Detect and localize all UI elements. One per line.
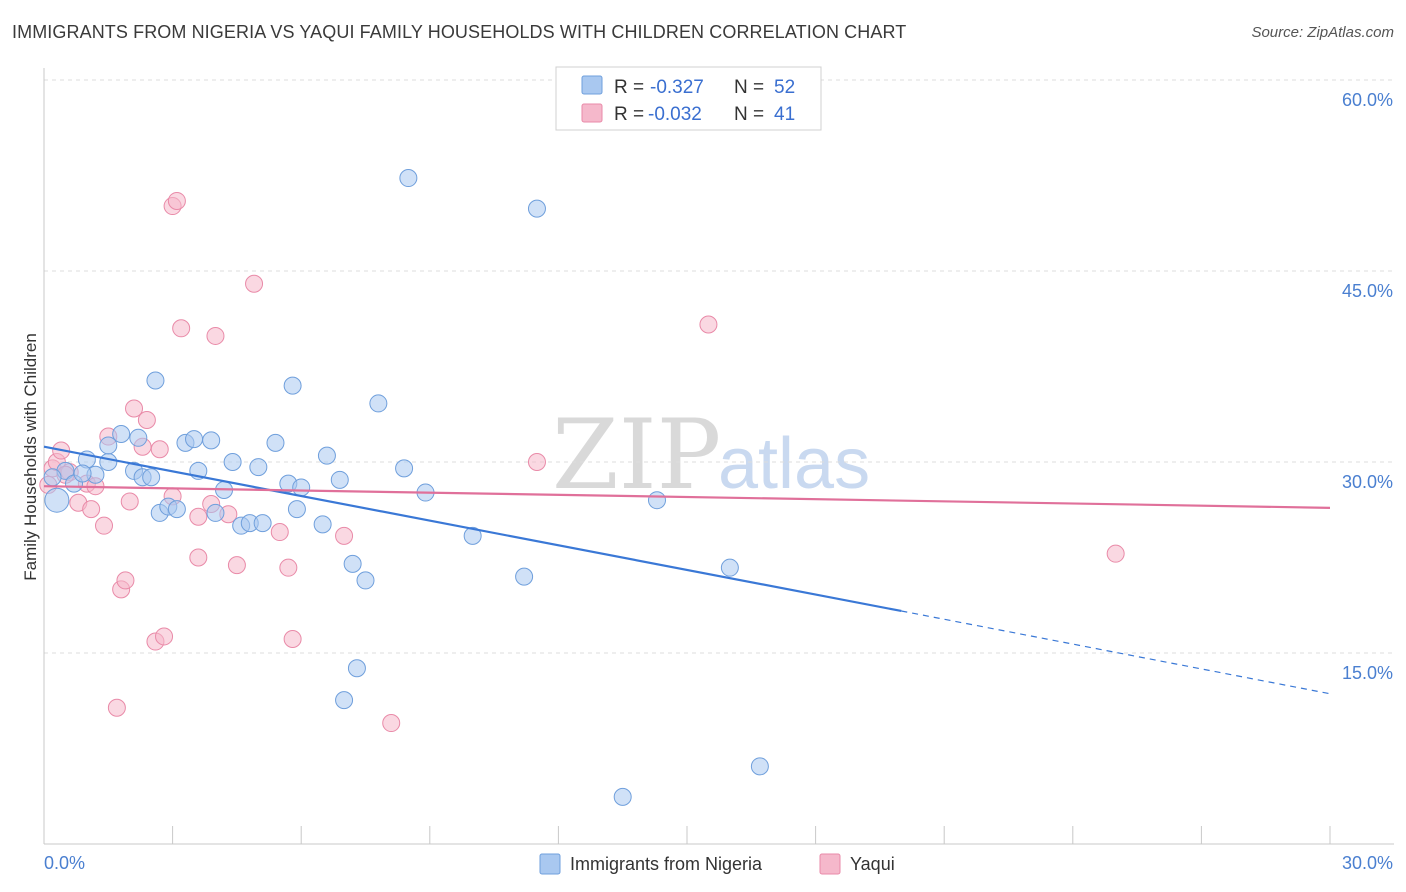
yaqui-point — [150, 440, 169, 459]
nigeria-point — [335, 691, 354, 710]
x-tick-labels: 0.0% 30.0% — [44, 853, 1393, 873]
nigeria-point — [202, 431, 221, 450]
chart-title: IMMIGRANTS FROM NIGERIA VS YAQUI FAMILY … — [12, 22, 907, 42]
yaqui-trend-line — [43, 485, 1331, 509]
nigeria-point — [283, 376, 302, 395]
watermark-atlas: atlas — [718, 424, 870, 504]
nigeria-point — [750, 757, 769, 776]
nigeria-trend-extension — [901, 610, 1331, 695]
yaqui-point — [155, 627, 174, 646]
nigeria-point — [112, 424, 131, 443]
nigeria-point — [223, 453, 242, 471]
y-tick-labels: 15.0% 30.0% 45.0% 60.0% — [1342, 90, 1393, 683]
yaqui-point — [279, 558, 298, 577]
yaqui-point — [270, 523, 289, 542]
nigeria-point — [395, 459, 414, 478]
yaqui-point — [1106, 544, 1125, 563]
bottom-legend-label-yaqui: Yaqui — [850, 854, 895, 874]
yaqui-point — [189, 507, 208, 526]
nigeria-point — [99, 436, 118, 455]
nigeria-trend-line — [43, 445, 902, 613]
yaqui-point — [283, 629, 302, 648]
legend-r-label-2: R = — [614, 104, 644, 125]
nigeria-point — [292, 478, 311, 497]
nigeria-point — [515, 567, 534, 586]
legend-n-value-1: 52 — [774, 77, 795, 98]
nigeria-point — [185, 430, 204, 449]
axes — [43, 68, 1394, 845]
nigeria-point — [249, 458, 268, 477]
bottom-legend-label-nigeria: Immigrants from Nigeria — [570, 854, 763, 874]
nigeria-point — [527, 199, 546, 218]
nigeria-point — [347, 659, 366, 678]
yaqui-point — [107, 698, 126, 717]
yaqui-point — [116, 571, 135, 590]
yaqui-point — [382, 714, 401, 733]
yaqui-point — [335, 526, 354, 545]
series-yaqui-points — [39, 191, 1125, 733]
y-tick-label: 15.0% — [1342, 663, 1393, 683]
legend-swatch-pink — [581, 103, 603, 123]
source-credit: Source: ZipAtlas.com — [1251, 24, 1394, 41]
gridlines — [44, 79, 1394, 654]
yaqui-point — [82, 500, 101, 519]
nigeria-point — [399, 169, 418, 188]
nigeria-point — [142, 468, 161, 487]
x-tick-label-start: 0.0% — [44, 853, 85, 873]
legend-r-label-1: R = — [614, 77, 644, 98]
nigeria-point — [146, 371, 165, 390]
yaqui-point — [206, 326, 225, 345]
nigeria-point — [463, 526, 482, 545]
yaqui-point — [95, 516, 114, 535]
legend-swatch-blue — [581, 75, 603, 95]
nigeria-point — [287, 500, 306, 519]
yaqui-point — [699, 315, 718, 334]
legend-r-value-1: -0.327 — [650, 77, 704, 98]
nigeria-point — [720, 558, 739, 577]
nigeria-point — [369, 394, 388, 413]
nigeria-point — [356, 571, 375, 590]
trend-lines — [43, 445, 1331, 695]
bottom-legend-swatch-nigeria — [539, 853, 561, 875]
yaqui-point — [245, 274, 264, 293]
yaqui-point — [120, 492, 139, 511]
legend-n-label-2: N = — [734, 104, 764, 125]
nigeria-point — [613, 787, 632, 806]
nigeria-point — [129, 428, 148, 447]
yaqui-point — [125, 399, 144, 418]
nigeria-point — [313, 515, 332, 534]
nigeria-point — [43, 468, 62, 487]
legend-r-value-2: -0.032 — [648, 104, 702, 125]
nigeria-point — [44, 487, 70, 513]
yaqui-point — [167, 191, 186, 210]
x-tick-label-end: 30.0% — [1342, 853, 1393, 873]
nigeria-point — [343, 554, 362, 573]
yaqui-point — [227, 556, 246, 575]
legend-n-value-2: 41 — [774, 104, 795, 125]
nigeria-point — [253, 514, 272, 533]
y-tick-label: 60.0% — [1342, 90, 1393, 110]
watermark-zip: ZIP — [552, 399, 721, 511]
nigeria-point — [647, 491, 666, 510]
yaqui-point — [137, 410, 156, 429]
nigeria-point — [167, 500, 186, 519]
y-tick-label: 30.0% — [1342, 472, 1393, 492]
nigeria-point — [73, 464, 92, 483]
yaqui-point — [527, 453, 546, 471]
nigeria-point — [266, 433, 285, 452]
series-legend: Immigrants from Nigeria Yaqui — [539, 853, 895, 875]
correlation-legend: R = -0.327 N = 52 R = -0.032 N = 41 — [555, 66, 822, 131]
nigeria-point — [206, 503, 225, 522]
y-tick-label: 45.0% — [1342, 281, 1393, 301]
nigeria-point — [330, 470, 349, 489]
y-axis-label: Family Households with Children — [21, 333, 40, 581]
yaqui-point — [172, 319, 191, 338]
nigeria-point — [99, 453, 118, 471]
yaqui-point — [189, 548, 208, 567]
series-nigeria-points — [43, 169, 769, 806]
bottom-legend-swatch-yaqui — [819, 853, 841, 875]
nigeria-point — [317, 446, 336, 465]
legend-n-label-1: N = — [734, 77, 764, 98]
